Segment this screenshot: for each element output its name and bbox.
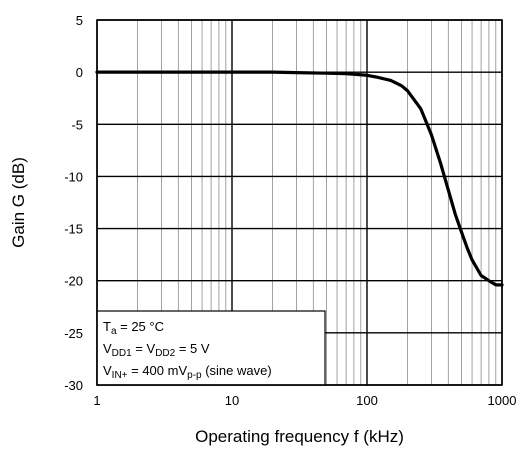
- annotation-temperature: Ta = 25 °C: [103, 319, 164, 337]
- x-tick-label: 10: [225, 393, 239, 408]
- x-tick-label: 1: [93, 393, 100, 408]
- annotation-box: Ta = 25 °C VDD1 = VDD2 = 5 V VIN+ = 400 mV…: [96, 310, 326, 386]
- y-tick-label: -5: [71, 117, 83, 132]
- plot-frame: [96, 19, 503, 386]
- tick-labels: 1 10 100 1000 5 0 -5 -10 -15 -20 -25 -30: [64, 13, 516, 408]
- annotation-frame: [96, 310, 326, 386]
- y-axis-label: Gain G (dB): [9, 157, 28, 248]
- x-axis-label: Operating frequency f (kHz): [195, 427, 404, 446]
- y-tick-label: -30: [64, 378, 83, 393]
- y-tick-label: -20: [64, 274, 83, 289]
- y-tick-label: -10: [64, 169, 83, 184]
- x-tick-label: 100: [356, 393, 378, 408]
- series-layer: [95, 70, 504, 287]
- y-tick-label: 5: [76, 13, 83, 28]
- y-tick-label: -25: [64, 326, 83, 341]
- gain-curve: [95, 70, 504, 287]
- x-tick-label: 1000: [488, 393, 517, 408]
- annotation-input-voltage: VIN+ = 400 mVp-p (sine wave): [103, 363, 272, 381]
- y-tick-label: 0: [76, 65, 83, 80]
- annotation-supply-voltage: VDD1 = VDD2 = 5 V: [103, 341, 210, 359]
- y-tick-label: -15: [64, 222, 83, 237]
